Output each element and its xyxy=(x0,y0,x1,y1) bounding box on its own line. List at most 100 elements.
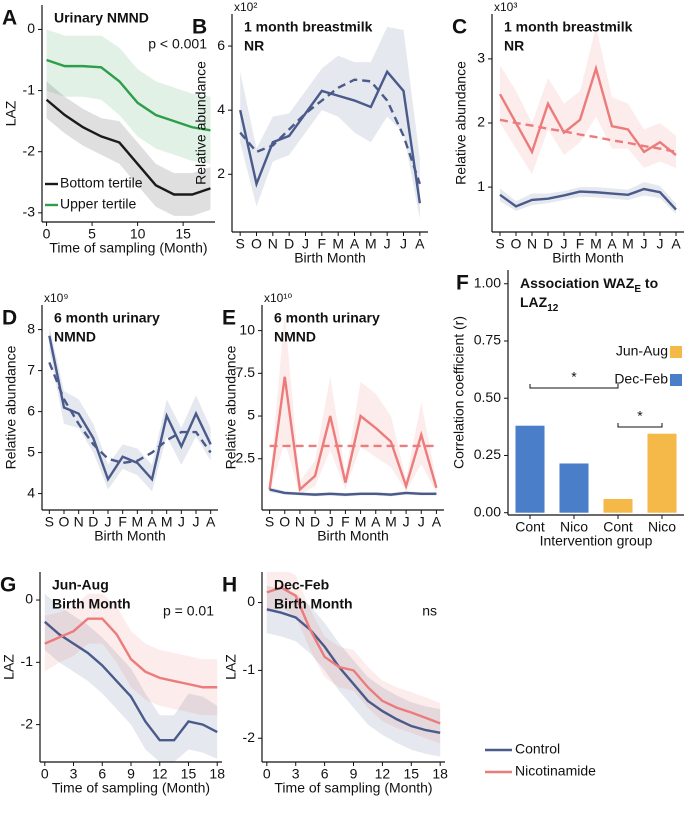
x-tick-label: D xyxy=(543,236,553,252)
x-axis-label: Birth Month xyxy=(317,528,389,544)
confidence-band xyxy=(500,26,676,175)
y-tick-label: 6 xyxy=(217,37,225,53)
legend-label: Control xyxy=(515,741,560,757)
line xyxy=(269,488,437,496)
x-tick-label: 3 xyxy=(292,766,300,782)
legend-swatch xyxy=(670,374,682,386)
y-tick-label: -2 xyxy=(23,142,36,158)
chart-title: Dec-Feb xyxy=(274,577,329,593)
plot-area xyxy=(44,593,218,762)
chart-title: NR xyxy=(504,38,524,54)
y-tick-label: 2 xyxy=(217,165,225,181)
y-axis-label: Correlation coefficient (r) xyxy=(451,316,467,469)
x-tick-label: Cont xyxy=(603,519,633,535)
y-axis-label: Relative abundance xyxy=(193,61,209,185)
y-axis-label: LAZ xyxy=(1,654,17,680)
chart-title: Urinary NMND xyxy=(54,10,149,26)
y-tick-label: -3 xyxy=(23,204,36,220)
x-tick-label: M xyxy=(365,236,377,252)
y-tick-label: 3 xyxy=(477,50,485,66)
title-part: Association WAZ xyxy=(520,275,635,291)
x-tick-label: M xyxy=(355,514,367,530)
legend-label: Bottom tertile xyxy=(60,175,143,191)
x-tick-label: 15 xyxy=(175,226,191,242)
x-tick-label: 6 xyxy=(321,766,329,782)
plot-area xyxy=(48,325,212,492)
x-tick-label: S xyxy=(45,514,54,530)
y-tick-label: -1 xyxy=(243,661,256,677)
y-tick-label: 2 xyxy=(477,114,485,130)
x-tick-label: O xyxy=(251,236,262,252)
y-axis-label: LAZ xyxy=(3,100,19,126)
axis-multiplier: x10⁹ xyxy=(44,291,69,305)
annotation: p < 0.001 xyxy=(148,36,207,52)
x-tick-label: 3 xyxy=(70,766,78,782)
x-tick-label: 15 xyxy=(181,766,197,782)
plot-area xyxy=(498,26,677,215)
y-axis-label: Relative abundance xyxy=(3,345,19,469)
x-tick-label: A xyxy=(350,236,360,252)
x-tick-label: J xyxy=(193,514,200,530)
x-tick-label: 10 xyxy=(130,226,146,242)
panel-letter: G xyxy=(0,574,16,597)
chart-title: NMND xyxy=(274,329,316,345)
x-tick-label: A xyxy=(206,514,216,530)
x-tick-label: A xyxy=(371,514,381,530)
plot-area xyxy=(268,313,438,497)
chart-title: 1 month breastmilk xyxy=(244,19,373,35)
x-tick-label: N xyxy=(295,514,305,530)
chart-title: NMND xyxy=(54,329,96,345)
x-tick-label: A xyxy=(671,236,681,252)
x-tick-label: D xyxy=(88,514,98,530)
x-tick-label: M xyxy=(385,514,397,530)
x-tick-label: A xyxy=(415,236,425,252)
x-tick-label: F xyxy=(118,514,127,530)
title-part: to xyxy=(641,275,658,291)
panel-letter: B xyxy=(192,16,207,39)
x-tick-label: O xyxy=(511,236,522,252)
bar xyxy=(559,463,589,513)
title-subscript: 12 xyxy=(547,303,559,314)
y-tick-label: -2 xyxy=(243,729,256,745)
legend-label: Upper tertile xyxy=(60,196,136,212)
y-tick-label: 4 xyxy=(217,101,225,117)
chart-title: NR xyxy=(244,38,264,54)
x-tick-label: J xyxy=(178,514,185,530)
y-tick-label: 1.00 xyxy=(474,274,501,290)
panel-letter: A xyxy=(2,7,17,30)
confidence-band xyxy=(44,593,218,762)
x-tick-label: N xyxy=(527,236,537,252)
y-tick-label: 0 xyxy=(27,20,35,36)
significance-bracket xyxy=(617,423,663,428)
axis-multiplier: x10³ xyxy=(494,0,517,14)
x-tick-label: M xyxy=(161,514,173,530)
annotation: ns xyxy=(422,603,437,619)
x-tick-label: F xyxy=(576,236,585,252)
x-axis-label: Birth Month xyxy=(94,528,166,544)
y-tick-label: 1 xyxy=(477,178,485,194)
confidence-band xyxy=(240,26,420,220)
axis-multiplier: x10¹⁰ xyxy=(264,291,292,305)
x-tick-label: F xyxy=(318,236,327,252)
chart-title: Association WAZE to xyxy=(520,275,658,295)
significance-star: * xyxy=(571,369,577,385)
y-tick-label: -1 xyxy=(21,653,34,669)
y-tick-label: 0.00 xyxy=(474,503,501,519)
legend-swatch xyxy=(670,346,682,358)
x-tick-label: 0 xyxy=(263,766,271,782)
x-tick-label: M xyxy=(131,514,143,530)
chart-title: Birth Month xyxy=(52,596,131,612)
chart-title: 1 month breastmilk xyxy=(504,19,633,35)
x-tick-label: J xyxy=(400,236,407,252)
line xyxy=(498,64,677,156)
y-tick-label: -1 xyxy=(23,81,36,97)
x-tick-label: M xyxy=(332,236,344,252)
x-tick-label: J xyxy=(561,236,568,252)
y-tick-label: 0.50 xyxy=(474,389,501,405)
plot-area xyxy=(45,29,211,216)
x-tick-label: J xyxy=(403,514,410,530)
y-tick-label: 8 xyxy=(27,320,35,336)
